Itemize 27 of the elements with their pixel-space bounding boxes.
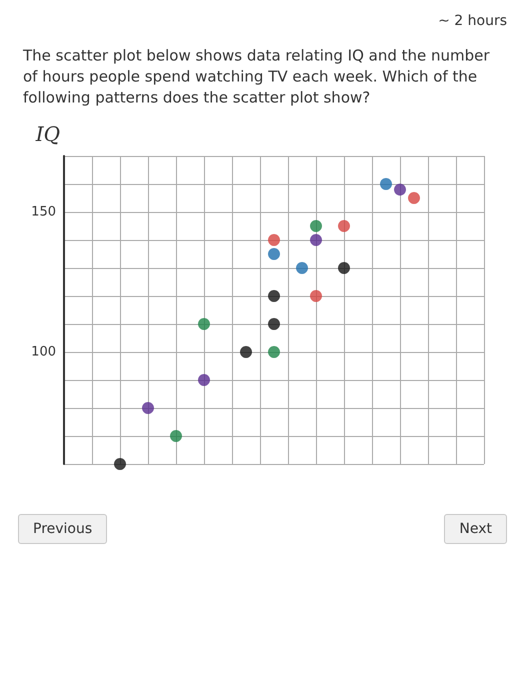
point [310,290,322,302]
y-tick-label: 150 [31,204,56,220]
point [394,184,406,196]
point [114,458,126,470]
point [408,192,420,204]
point [380,178,392,190]
point [198,374,210,386]
point [142,402,154,414]
y-tick-label: 100 [31,344,56,360]
point [170,430,182,442]
button: Next [444,514,507,544]
point [310,234,322,246]
point [268,248,280,260]
button: Previous [18,514,108,544]
point [198,318,210,330]
point [296,262,308,274]
point [310,220,322,232]
text: ~ 2 hours [438,13,507,29]
point [338,220,350,232]
point [268,234,280,246]
point [268,346,280,358]
point [268,318,280,330]
y-axis-title: IQ [34,122,60,146]
chart-title: The scatter plot below shows data relating IQ and the number of hours people spend watching TV each week. Which of the following patterns does the scatter plot show? [22,46,494,106]
point [240,346,252,358]
point [268,290,280,302]
point [338,262,350,274]
